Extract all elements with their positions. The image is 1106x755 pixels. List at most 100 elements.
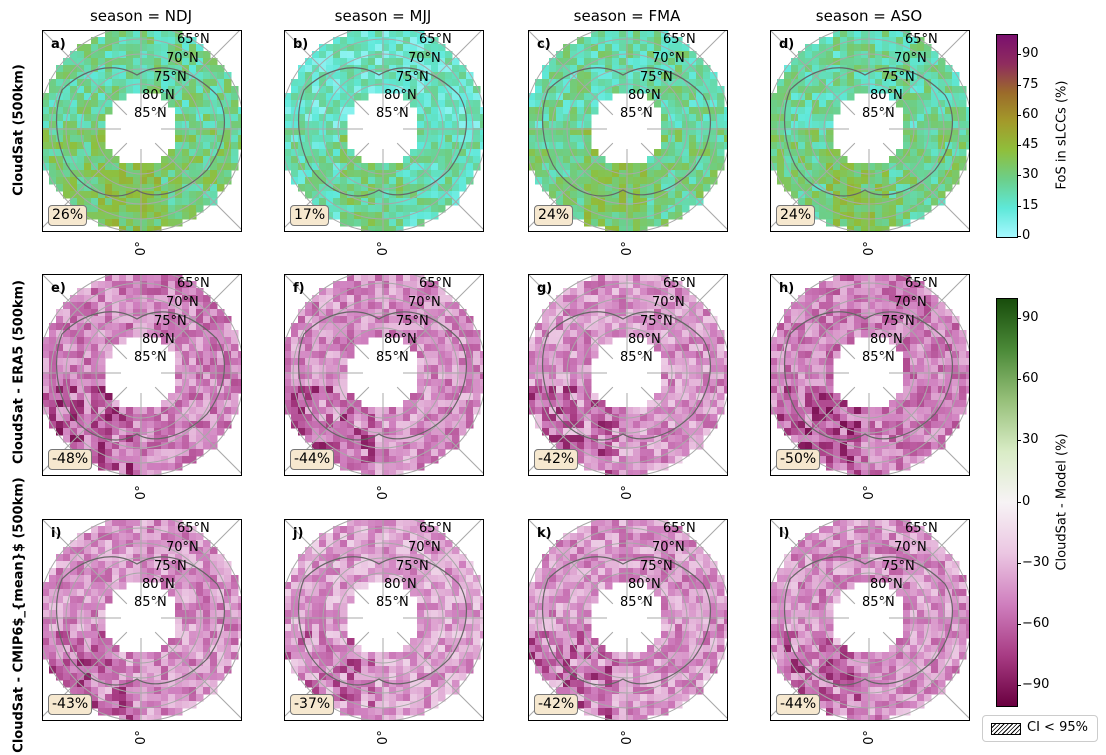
- grid-cell: [549, 65, 557, 73]
- grid-cell: [284, 372, 292, 380]
- grid-cell: [231, 114, 239, 122]
- grid-cell: [459, 309, 467, 317]
- coastline: [56, 67, 225, 197]
- grid-cell: [647, 51, 655, 59]
- grid-cell: [459, 428, 467, 436]
- grid-cell: [896, 330, 904, 338]
- grid-cell: [689, 442, 697, 450]
- grid-cell: [49, 330, 57, 338]
- grid-cell: [473, 379, 481, 387]
- grid-cell: [91, 86, 99, 94]
- grid-cell: [819, 372, 827, 380]
- grid-cell: [126, 170, 134, 178]
- grid-cell: [333, 37, 341, 45]
- grid-cell: [647, 274, 655, 282]
- grid-cell: [196, 44, 204, 52]
- grid-cell: [445, 163, 453, 171]
- grid-cell: [42, 100, 50, 108]
- grid-cell: [91, 149, 99, 157]
- grid-cell: [570, 309, 578, 317]
- grid-cell: [154, 547, 162, 555]
- grid-cell: [535, 79, 543, 87]
- grid-cell: [424, 449, 432, 457]
- grid-cell: [175, 386, 183, 394]
- grid-cell: [889, 86, 897, 94]
- grid-cell: [854, 330, 862, 338]
- grid-cell: [917, 79, 925, 87]
- grid-cell: [424, 205, 432, 213]
- grid-cell: [549, 79, 557, 87]
- grid-cell: [689, 198, 697, 206]
- grid-cell: [119, 184, 127, 192]
- grid-cell: [840, 191, 848, 199]
- grid-cell: [410, 330, 418, 338]
- grid-cell: [931, 295, 939, 303]
- grid-cell: [133, 442, 141, 450]
- polar-map: [770, 30, 970, 232]
- grid-cell: [63, 128, 71, 136]
- grid-cell: [812, 86, 820, 94]
- grid-cell: [396, 274, 404, 282]
- grid-cell: [528, 149, 536, 157]
- grid-cell: [777, 114, 785, 122]
- grid-cell: [84, 379, 92, 387]
- grid-cell: [896, 344, 904, 352]
- grid-cell: [175, 456, 183, 464]
- grid-cell: [882, 44, 890, 52]
- grid-cell: [480, 351, 484, 359]
- grid-cell: [819, 191, 827, 199]
- grid-cell: [626, 44, 634, 52]
- grid-cell: [840, 79, 848, 87]
- grid-cell: [291, 177, 299, 185]
- grid-cell: [238, 365, 242, 373]
- grid-cell: [182, 351, 190, 359]
- grid-cell: [119, 414, 127, 422]
- grid-cell: [619, 37, 627, 45]
- grid-cell: [42, 107, 50, 115]
- grid-cell: [217, 393, 225, 401]
- grid-cell: [161, 337, 169, 345]
- grid-cell: [98, 184, 106, 192]
- grid-cell: [70, 177, 78, 185]
- grid-cell: [319, 288, 327, 296]
- grid-cell: [826, 421, 834, 429]
- grid-cell: [319, 114, 327, 122]
- grid-cell: [959, 379, 967, 387]
- grid-cell: [591, 316, 599, 324]
- grid-cell: [98, 142, 106, 150]
- grid-cell: [717, 121, 725, 129]
- grid-cell: [333, 51, 341, 59]
- grid-cell: [889, 414, 897, 422]
- grid-cell: [784, 309, 792, 317]
- grid-cell: [196, 288, 204, 296]
- grid-cell: [591, 274, 599, 282]
- latitude-label: 80°N: [142, 88, 175, 103]
- grid-cell: [924, 65, 932, 73]
- grid-cell: [924, 93, 932, 101]
- grid-cell: [938, 79, 946, 87]
- grid-cell: [389, 79, 397, 87]
- grid-cell: [326, 156, 334, 164]
- grid-cell: [298, 309, 306, 317]
- latitude-label: 85°N: [862, 350, 895, 365]
- grid-cell: [661, 386, 669, 394]
- grid-cell: [70, 163, 78, 171]
- grid-cell: [354, 463, 362, 471]
- grid-cell: [819, 442, 827, 450]
- grid-cell: [445, 414, 453, 422]
- grid-cell: [389, 463, 397, 471]
- grid-cell: [438, 316, 446, 324]
- grid-cell: [389, 470, 397, 476]
- grid-cell: [291, 414, 299, 422]
- grid-cell: [417, 107, 425, 115]
- grid-cell: [703, 114, 711, 122]
- grid-cell: [182, 295, 190, 303]
- grid-cell: [382, 456, 390, 464]
- grid-cell: [375, 184, 383, 192]
- grid-cell: [119, 540, 127, 548]
- grid-cell: [626, 226, 634, 232]
- grid-cell: [56, 72, 64, 80]
- grid-cell: [445, 393, 453, 401]
- grid-cell: [868, 428, 876, 436]
- grid-cell: [466, 414, 474, 422]
